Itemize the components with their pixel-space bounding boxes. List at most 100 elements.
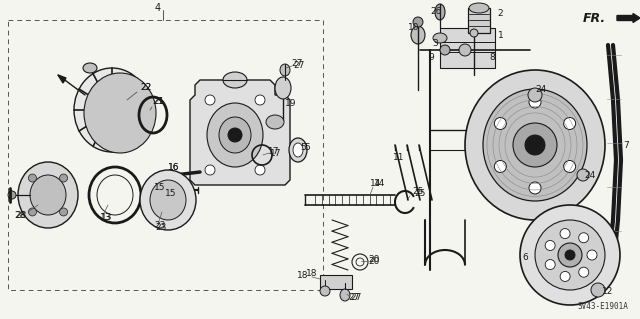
Ellipse shape [469,3,489,13]
Text: 23: 23 [155,224,166,233]
Ellipse shape [83,63,97,73]
Ellipse shape [255,95,265,105]
Text: 14: 14 [370,179,381,188]
Ellipse shape [545,241,555,250]
Ellipse shape [565,250,575,260]
Ellipse shape [564,117,575,130]
Text: 27: 27 [293,62,305,70]
Ellipse shape [433,33,447,43]
Ellipse shape [465,70,605,220]
Text: FR.: FR. [583,11,606,25]
Bar [8,20,323,290]
Text: 5: 5 [304,144,310,152]
Text: 13: 13 [100,213,111,222]
Ellipse shape [293,143,303,157]
Text: 10: 10 [408,24,419,33]
Text: 8: 8 [489,54,495,63]
Ellipse shape [525,135,545,155]
Ellipse shape [545,260,555,270]
Ellipse shape [60,174,68,182]
Ellipse shape [223,72,247,88]
Ellipse shape [535,220,605,290]
Bar [468,8,490,33]
Text: 23: 23 [154,221,165,231]
Text: 18: 18 [296,271,308,279]
Bar [320,275,352,289]
Text: 3: 3 [432,39,438,48]
Ellipse shape [459,44,471,56]
Text: 24: 24 [535,85,547,94]
Text: 17: 17 [270,149,282,158]
Ellipse shape [587,250,597,260]
Text: 22: 22 [140,83,151,92]
Text: 24: 24 [584,172,595,181]
Text: 11: 11 [393,153,404,162]
Text: 28: 28 [14,211,26,219]
Text: 28: 28 [15,211,26,219]
Ellipse shape [520,205,620,305]
Text: 27: 27 [350,293,362,302]
Ellipse shape [18,162,78,228]
Text: 27: 27 [291,60,302,69]
Text: 1: 1 [498,31,504,40]
Text: 9: 9 [428,53,434,62]
Text: 19: 19 [285,99,296,108]
Ellipse shape [411,26,425,44]
Ellipse shape [84,73,156,153]
Text: 27: 27 [348,293,360,302]
Text: 16: 16 [168,164,179,173]
Ellipse shape [205,95,215,105]
Ellipse shape [60,208,68,216]
Ellipse shape [275,77,291,99]
Ellipse shape [470,29,478,37]
Text: 4: 4 [155,3,161,13]
Text: 12: 12 [602,287,613,296]
Text: 7: 7 [623,140,628,150]
Ellipse shape [494,160,506,173]
Ellipse shape [494,117,506,130]
Text: 6: 6 [522,254,528,263]
FancyArrow shape [617,13,640,23]
Text: 5: 5 [300,144,306,152]
Ellipse shape [340,289,350,301]
Ellipse shape [140,170,196,230]
Ellipse shape [28,174,36,182]
Ellipse shape [28,208,36,216]
Ellipse shape [560,229,570,239]
Ellipse shape [255,165,265,175]
Text: 21: 21 [153,97,164,106]
Text: 20: 20 [368,256,380,265]
Text: 14: 14 [374,179,385,188]
Ellipse shape [579,233,589,243]
Text: 18: 18 [306,270,317,278]
Ellipse shape [74,68,150,152]
Text: 20: 20 [368,256,380,264]
Ellipse shape [219,117,251,153]
Text: 15: 15 [154,183,165,192]
Text: 25: 25 [412,188,424,197]
Text: SV43-E1901A: SV43-E1901A [577,302,628,311]
Ellipse shape [529,96,541,108]
Ellipse shape [560,271,570,281]
Ellipse shape [150,180,186,220]
Ellipse shape [591,283,605,297]
Ellipse shape [483,89,587,201]
Text: 21: 21 [152,98,163,107]
Ellipse shape [266,115,284,129]
Ellipse shape [30,175,66,215]
Text: 22: 22 [140,83,151,92]
Ellipse shape [205,165,215,175]
Ellipse shape [528,88,542,102]
Ellipse shape [579,267,589,277]
Text: 25: 25 [414,189,426,197]
Text: 2: 2 [497,10,502,19]
Ellipse shape [289,138,307,162]
Ellipse shape [320,286,330,296]
Ellipse shape [102,100,122,120]
Ellipse shape [435,4,445,20]
Text: 13: 13 [101,213,113,222]
Text: 16: 16 [168,164,179,173]
Ellipse shape [558,243,582,267]
Ellipse shape [228,128,242,142]
Ellipse shape [529,182,541,194]
